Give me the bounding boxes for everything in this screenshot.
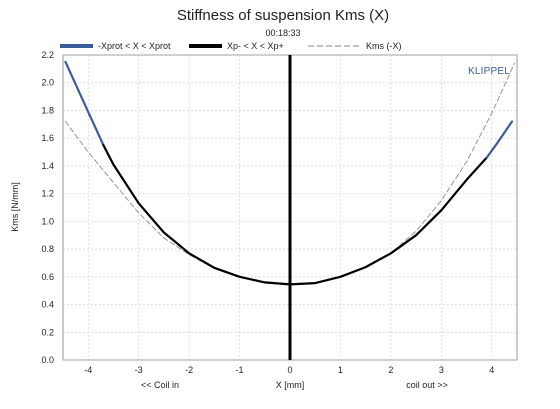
y-tick-label: 0.8 — [41, 244, 54, 254]
series-xprot-left — [64, 60, 105, 147]
chart-subtitle: 00:18:33 — [265, 28, 300, 38]
y-tick-label: 2.0 — [41, 78, 54, 88]
y-axis-label: Kms [N/mm] — [10, 182, 20, 232]
legend: -Xprot < X < Xprot Xp- < X < Xp+ Kms (-X… — [60, 41, 402, 51]
y-tick-labels: 0.0 0.2 0.4 0.6 0.8 1.0 1.2 1.4 1.6 1.8 2.0 2.2 — [41, 50, 54, 365]
y-tick-label: 2.2 — [41, 50, 54, 60]
x-tick-label: -2 — [185, 365, 193, 375]
y-tick-label: 0.0 — [41, 355, 54, 365]
chart-title: Stiffness of suspension Kms (X) — [177, 7, 389, 24]
series-xprot-right — [485, 120, 514, 159]
y-tick-label: 0.6 — [41, 272, 54, 282]
y-tick-label: 1.4 — [41, 161, 54, 171]
y-tick-label: 1.6 — [41, 133, 54, 143]
legend-label-mirror: Kms (-X) — [366, 41, 402, 51]
legend-label-main: Xp- < X < Xp+ — [227, 41, 284, 51]
x-axis-label-left: << Coil in — [141, 380, 179, 390]
x-tick-label: 4 — [489, 365, 494, 375]
x-tick-label: -4 — [84, 365, 92, 375]
legend-label-prot: -Xprot < X < Xprot — [98, 41, 171, 51]
x-tick-label: 1 — [338, 365, 343, 375]
y-tick-label: 0.2 — [41, 327, 54, 337]
x-tick-label: 0 — [287, 365, 292, 375]
x-tick-labels: -4 -3 -2 -1 0 1 2 3 4 — [84, 365, 494, 375]
y-tick-label: 0.4 — [41, 300, 54, 310]
x-axis-label: X [mm] — [276, 380, 305, 390]
x-tick-label: -3 — [135, 365, 143, 375]
x-tick-label: -1 — [236, 365, 244, 375]
x-tick-label: 3 — [439, 365, 444, 375]
klippel-watermark: KLIPPEL — [468, 66, 510, 77]
x-axis-label-right: coil out >> — [406, 380, 448, 390]
x-tick-label: 2 — [388, 365, 393, 375]
y-tick-label: 1.0 — [41, 216, 54, 226]
y-tick-label: 1.2 — [41, 189, 54, 199]
y-tick-label: 1.8 — [41, 105, 54, 115]
